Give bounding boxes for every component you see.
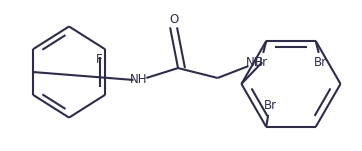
- Text: Br: Br: [264, 98, 277, 112]
- Text: O: O: [169, 13, 178, 26]
- Text: Br: Br: [314, 56, 327, 69]
- Text: F: F: [96, 53, 102, 66]
- Text: NH: NH: [130, 73, 147, 87]
- Text: Br: Br: [255, 56, 268, 69]
- Text: NH: NH: [245, 56, 263, 69]
